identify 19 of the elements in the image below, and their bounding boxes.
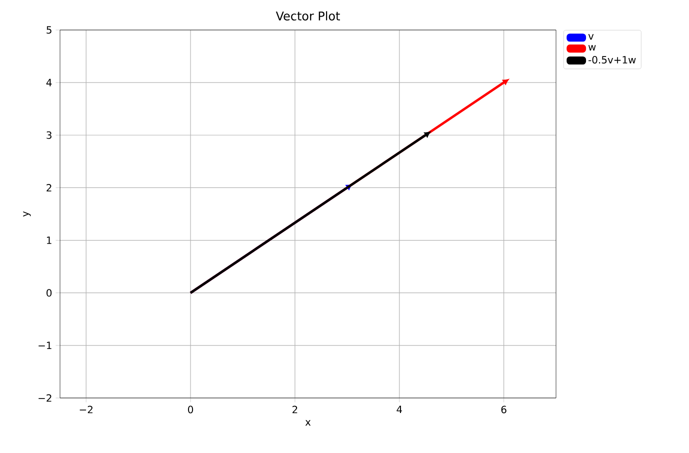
y-tick-label: −1 — [38, 342, 52, 350]
y-axis-title: y — [23, 211, 31, 217]
y-tick-label: 4 — [46, 78, 52, 86]
y-tick-label: 3 — [46, 131, 52, 139]
x-tick-label: 0 — [188, 406, 194, 414]
y-tick-label: −2 — [38, 394, 52, 402]
x-tick-label: 4 — [396, 406, 402, 414]
x-axis-title: x — [305, 420, 311, 426]
y-tick-label: 1 — [46, 236, 52, 244]
legend-label: v — [588, 34, 594, 40]
y-tick-label: 0 — [46, 289, 52, 297]
chart-title: Vector Plot — [276, 11, 340, 20]
y-tick-label: 5 — [46, 26, 52, 34]
legend-label: w — [588, 45, 596, 51]
x-tick-label: 2 — [292, 406, 298, 414]
legend-label: -0.5v+1w — [588, 56, 636, 64]
x-tick-label: −2 — [80, 406, 92, 414]
x-tick-label: 6 — [501, 406, 506, 414]
y-tick-label: 2 — [46, 184, 52, 192]
